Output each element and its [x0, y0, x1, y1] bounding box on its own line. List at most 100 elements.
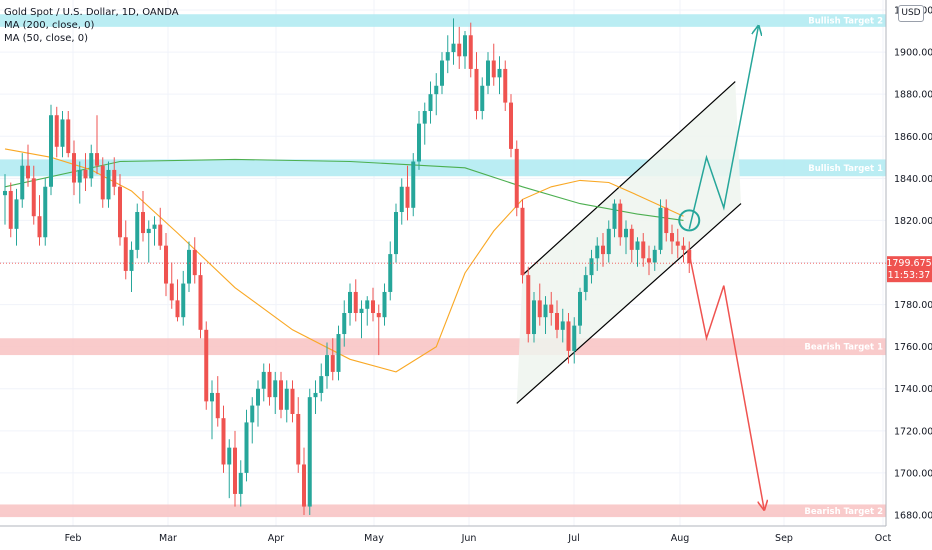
- candle-body: [325, 355, 329, 377]
- candle-body: [566, 321, 571, 351]
- candle-body: [411, 161, 416, 208]
- legend-symbol[interactable]: Gold Spot / U.S. Dollar, 1D, OANDA: [4, 7, 179, 18]
- target-zone: [0, 159, 886, 177]
- candle-body: [681, 245, 686, 250]
- candle-body: [118, 186, 122, 238]
- candle-body: [26, 165, 30, 179]
- candle-body: [302, 464, 306, 507]
- candle-body: [468, 35, 473, 69]
- candle-body: [578, 291, 582, 326]
- candle-body: [348, 291, 352, 313]
- channel-fill: [516, 81, 741, 404]
- target-zone-label: Bearish Target 1: [804, 343, 883, 353]
- candle-body: [399, 186, 404, 213]
- candle-body: [290, 388, 295, 414]
- x-tick-label: Sep: [775, 533, 793, 544]
- x-tick-label: Jun: [461, 533, 477, 544]
- target-zone-label: Bearish Target 2: [804, 507, 883, 517]
- candle-body: [537, 300, 542, 318]
- candle-body: [267, 371, 272, 398]
- target-zone: [0, 14, 886, 27]
- candle-body: [463, 35, 467, 57]
- legend-ma200[interactable]: MA (200, close, 0): [4, 20, 95, 31]
- candle-body: [514, 148, 519, 208]
- candle-body: [221, 418, 226, 465]
- x-tick-label: Aug: [671, 533, 690, 544]
- target-zone-label: Bullish Target 2: [808, 17, 883, 27]
- y-tick-label: 1820.00: [894, 216, 932, 227]
- last-price-countdown: 11:53:37: [888, 270, 931, 281]
- target-zone: [0, 338, 886, 356]
- candle-body: [233, 447, 237, 494]
- candle-body: [405, 186, 410, 208]
- x-tick-label: Oct: [875, 533, 892, 544]
- candle-body: [376, 312, 381, 318]
- candle-body: [112, 169, 117, 187]
- candle-body: [509, 102, 513, 149]
- candle-body: [164, 245, 168, 284]
- candle-body: [261, 371, 266, 389]
- candle-body: [555, 312, 559, 330]
- candle-body: [43, 186, 48, 238]
- candle-body: [192, 249, 197, 276]
- y-tick-label: 1760.00: [894, 342, 932, 353]
- candle-body: [675, 241, 680, 246]
- candle-body: [491, 60, 496, 78]
- y-tick-label: 1880.00: [894, 90, 932, 101]
- candle-body: [14, 199, 19, 229]
- candle-body: [560, 321, 565, 330]
- candle-body: [238, 472, 243, 494]
- candle-body: [215, 392, 220, 419]
- y-tick-label: 1680.00: [894, 510, 932, 521]
- candle-body: [31, 178, 36, 217]
- candle-body: [141, 212, 145, 234]
- channel-upper-line: [522, 81, 736, 276]
- candle-body: [612, 203, 617, 229]
- last-price-value: 1799.675: [886, 258, 931, 269]
- candle-body: [601, 245, 605, 255]
- legend-ma50[interactable]: MA (50, close, 0): [4, 33, 89, 44]
- candle-body: [624, 228, 628, 238]
- candle-body: [641, 241, 646, 259]
- candle-body: [8, 190, 13, 229]
- currency-badge[interactable]: USD: [898, 5, 924, 22]
- candle-body: [353, 291, 358, 313]
- candle-body: [279, 380, 283, 410]
- candle-body: [129, 249, 134, 271]
- candle-body: [54, 115, 59, 147]
- candle-body: [152, 224, 157, 229]
- candle-body: [618, 203, 623, 238]
- candle-body: [543, 304, 548, 318]
- candle-body: [635, 241, 640, 250]
- candle-body: [336, 334, 341, 372]
- candle-body: [100, 165, 105, 200]
- candle-body: [83, 169, 88, 179]
- candle-body: [256, 388, 260, 406]
- candle-body: [595, 245, 600, 259]
- candle-body: [440, 60, 444, 86]
- candle-body: [388, 254, 393, 292]
- candle-body: [244, 422, 249, 473]
- candle-body: [330, 355, 335, 372]
- candle-body: [422, 111, 427, 124]
- price-channel[interactable]: [516, 81, 742, 404]
- candle-body: [434, 85, 439, 95]
- target-zone: [0, 504, 886, 518]
- candle-body: [175, 300, 180, 318]
- candle-body: [497, 68, 502, 78]
- candlesticks: [3, 18, 692, 515]
- candle-body: [629, 228, 634, 250]
- candle-body: [520, 207, 525, 276]
- candle-body: [417, 123, 421, 162]
- candle-body: [532, 300, 536, 335]
- y-tick-label: 1780.00: [894, 300, 932, 311]
- candle-body: [37, 216, 42, 238]
- projection-paths[interactable]: [678, 27, 764, 509]
- candle-body: [365, 300, 370, 309]
- candle-body: [169, 283, 174, 301]
- candle-body: [382, 291, 387, 318]
- candle-body: [210, 392, 214, 402]
- candle-body: [606, 228, 611, 255]
